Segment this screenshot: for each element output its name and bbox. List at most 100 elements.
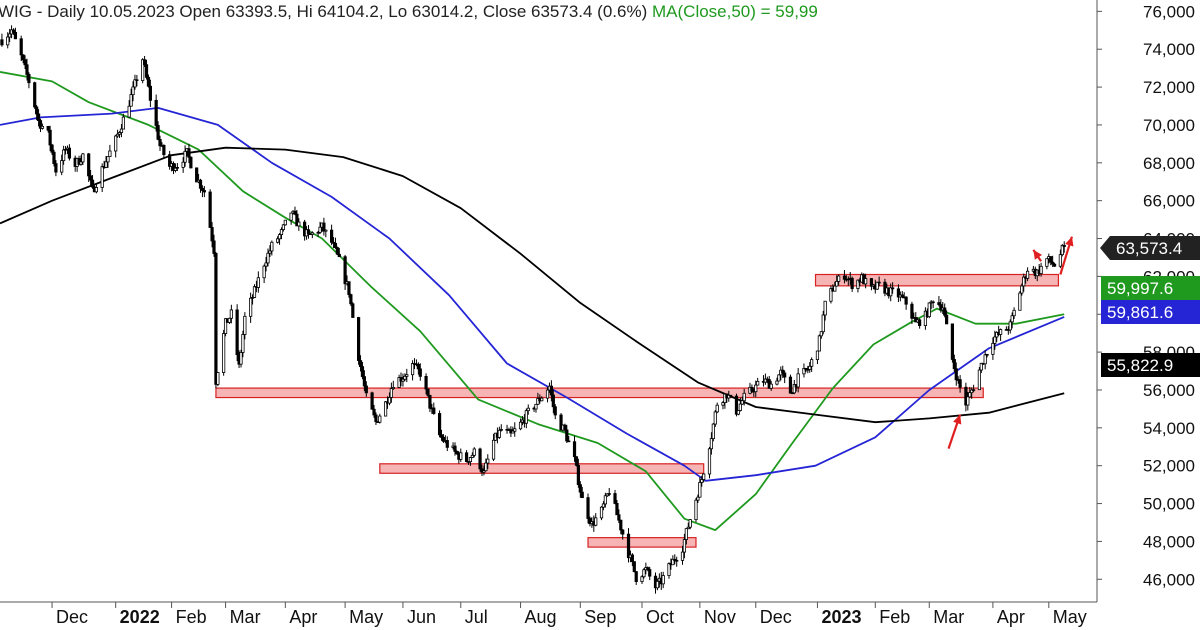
candle-body-225 xyxy=(607,493,611,495)
candle-body-64 xyxy=(173,167,178,171)
candle-body-180 xyxy=(486,458,490,464)
candle-body-388 xyxy=(1049,256,1053,263)
candle-body-179 xyxy=(484,462,488,472)
candle-body-299 xyxy=(808,365,812,370)
axes xyxy=(0,0,1098,603)
candle-body-88 xyxy=(239,352,243,365)
candle-body-2 xyxy=(8,33,12,38)
candle-body-74 xyxy=(200,187,205,191)
candle-body-259 xyxy=(700,479,704,483)
candle-body-321 xyxy=(869,278,874,287)
candle-body-35 xyxy=(94,187,98,193)
candle-body-269 xyxy=(727,394,731,399)
candle-body-42 xyxy=(116,133,120,137)
candle-body-110 xyxy=(297,221,301,227)
x-tick-label-2: Feb xyxy=(176,607,207,627)
candle-body-311 xyxy=(842,275,847,280)
candle-body-216 xyxy=(586,497,590,519)
arrow-head-0 xyxy=(953,414,962,425)
candle-body-12 xyxy=(35,106,39,115)
candle-body-65 xyxy=(175,166,179,169)
candle-body-30 xyxy=(81,153,85,163)
candle-body-271 xyxy=(734,395,739,415)
candle-body-352 xyxy=(952,359,956,370)
candle-body-302 xyxy=(817,335,821,352)
price-tag-box-2 xyxy=(1101,300,1200,324)
candle-body-39 xyxy=(106,156,110,163)
candle-body-174 xyxy=(470,454,474,458)
candle-body-184 xyxy=(497,429,501,438)
candle-body-36 xyxy=(100,166,104,188)
header-ma-value: MA(Close,50) = 59,99 xyxy=(652,2,818,21)
candle-body-117 xyxy=(318,226,322,233)
candle-body-290 xyxy=(783,372,787,378)
candle-body-264 xyxy=(713,411,717,425)
candle-body-280 xyxy=(756,381,760,386)
candle-body-272 xyxy=(736,410,741,415)
price-tag-label-2: 59,861.6 xyxy=(1107,303,1173,322)
candle-body-316 xyxy=(856,279,860,289)
ma-line-ma-close-100- xyxy=(0,107,1065,482)
candle-body-289 xyxy=(781,369,785,374)
price-tag-pointer-0 xyxy=(1100,236,1110,260)
candle-body-40 xyxy=(108,150,112,158)
candle-body-380 xyxy=(1025,270,1030,279)
candle-body-220 xyxy=(594,517,598,526)
candle-body-221 xyxy=(599,506,604,519)
candle-body-38 xyxy=(104,161,108,168)
candle-body-161 xyxy=(437,413,442,436)
candle-body-286 xyxy=(775,380,779,385)
candle-body-176 xyxy=(478,448,482,470)
x-tick-label-7: Jul xyxy=(465,607,488,627)
candle-body-91 xyxy=(249,297,253,317)
candle-body-209 xyxy=(565,429,569,442)
candle-body-364 xyxy=(983,354,987,365)
candle-body-291 xyxy=(788,376,793,394)
candle-body-47 xyxy=(129,94,133,107)
candle-body-356 xyxy=(964,386,968,406)
candle-body-137 xyxy=(372,408,376,416)
candle-body-256 xyxy=(694,499,698,521)
candle-body-17 xyxy=(48,129,52,146)
candle-body-304 xyxy=(821,314,825,333)
candle-body-274 xyxy=(740,400,744,405)
candle-body-301 xyxy=(815,350,820,361)
candle-body-273 xyxy=(738,403,742,411)
candle-body-355 xyxy=(958,379,962,388)
candle-body-151 xyxy=(410,363,415,376)
candle-body-237 xyxy=(642,569,646,578)
candle-body-336 xyxy=(910,303,914,319)
candle-body-82 xyxy=(223,318,228,334)
candle-body-360 xyxy=(972,389,976,391)
candle-body-270 xyxy=(729,394,733,397)
candle-body-330 xyxy=(891,287,895,290)
candle-body-386 xyxy=(1045,258,1049,267)
candle-body-85 xyxy=(229,309,233,319)
candle-body-79 xyxy=(214,253,218,385)
candle-body-170 xyxy=(459,452,463,460)
candle-body-135 xyxy=(364,385,368,394)
candle-body-103 xyxy=(279,229,284,235)
candle-body-60 xyxy=(162,144,166,156)
candle-body-260 xyxy=(702,473,706,480)
candle-body-285 xyxy=(769,383,773,389)
candle-body-212 xyxy=(574,456,579,466)
candle-body-132 xyxy=(358,360,363,368)
candle-body-309 xyxy=(835,281,839,287)
candle-body-51 xyxy=(141,59,145,81)
candle-body-305 xyxy=(823,300,827,316)
candle-body-58 xyxy=(158,138,162,147)
candle-body-6 xyxy=(19,38,23,56)
candle-body-156 xyxy=(424,375,428,390)
arrow-head-1 xyxy=(1033,249,1043,260)
candle-body-298 xyxy=(806,369,810,371)
candle-body-351 xyxy=(950,323,955,360)
candle-body-251 xyxy=(680,551,685,561)
candle-body-125 xyxy=(337,253,341,258)
candle-body-84 xyxy=(227,317,232,323)
x-tick-label-6: Jun xyxy=(407,607,436,627)
candle-body-171 xyxy=(464,452,469,462)
candle-body-295 xyxy=(796,373,800,388)
y-tick-label-3: 52,000 xyxy=(1143,457,1195,476)
candle-body-357 xyxy=(966,396,970,406)
